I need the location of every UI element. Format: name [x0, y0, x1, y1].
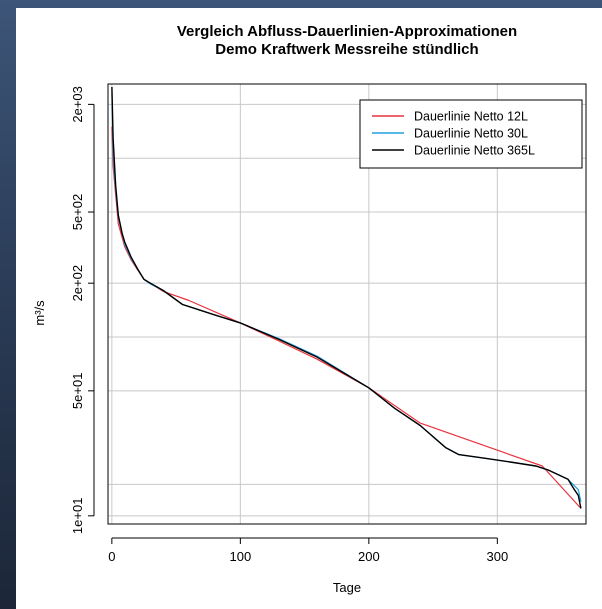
legend-entry: Dauerlinie Netto 12L [414, 110, 528, 124]
y-tick-label: 2e+02 [70, 265, 85, 302]
legend-box [359, 99, 583, 169]
chart-title: Vergleich Abfluss-Dauerlinien-Approximat… [177, 23, 517, 40]
y-tick-label: 1e+01 [70, 498, 85, 535]
y-tick-label: 2e+03 [70, 86, 85, 123]
y-tick-label: 5e+02 [70, 194, 85, 231]
legend: Dauerlinie Netto 12L Dauerlinie Netto 30L… [359, 99, 583, 169]
x-tick-label: 200 [358, 549, 380, 564]
legend-entry: Dauerlinie Netto 30L [414, 127, 528, 141]
series-line-1 [111, 126, 582, 509]
y-tick-label: 5e+01 [70, 373, 85, 410]
series-group [111, 86, 582, 509]
x-axis-label: Tage [333, 580, 361, 595]
chart-svg: Vergleich Abfluss-Dauerlinien-Approximat… [32, 23, 587, 595]
x-axis: 0 100 200 300 [108, 537, 508, 564]
legend-entry: Dauerlinie Netto 365L [414, 144, 535, 158]
x-tick-label: 300 [486, 549, 508, 564]
chart-subtitle: Demo Kraftwerk Messreihe stündlich [215, 41, 478, 58]
y-axis: 1e+01 5e+01 2e+02 5e+02 2e+03 [70, 86, 95, 535]
x-tick-label: 0 [108, 549, 115, 564]
series-line-3 [111, 86, 582, 509]
chart-figure: Vergleich Abfluss-Dauerlinien-Approximat… [16, 8, 602, 609]
plot-frame [107, 83, 587, 525]
y-axis-label: m³/s [32, 300, 47, 326]
x-tick-label: 100 [229, 549, 251, 564]
